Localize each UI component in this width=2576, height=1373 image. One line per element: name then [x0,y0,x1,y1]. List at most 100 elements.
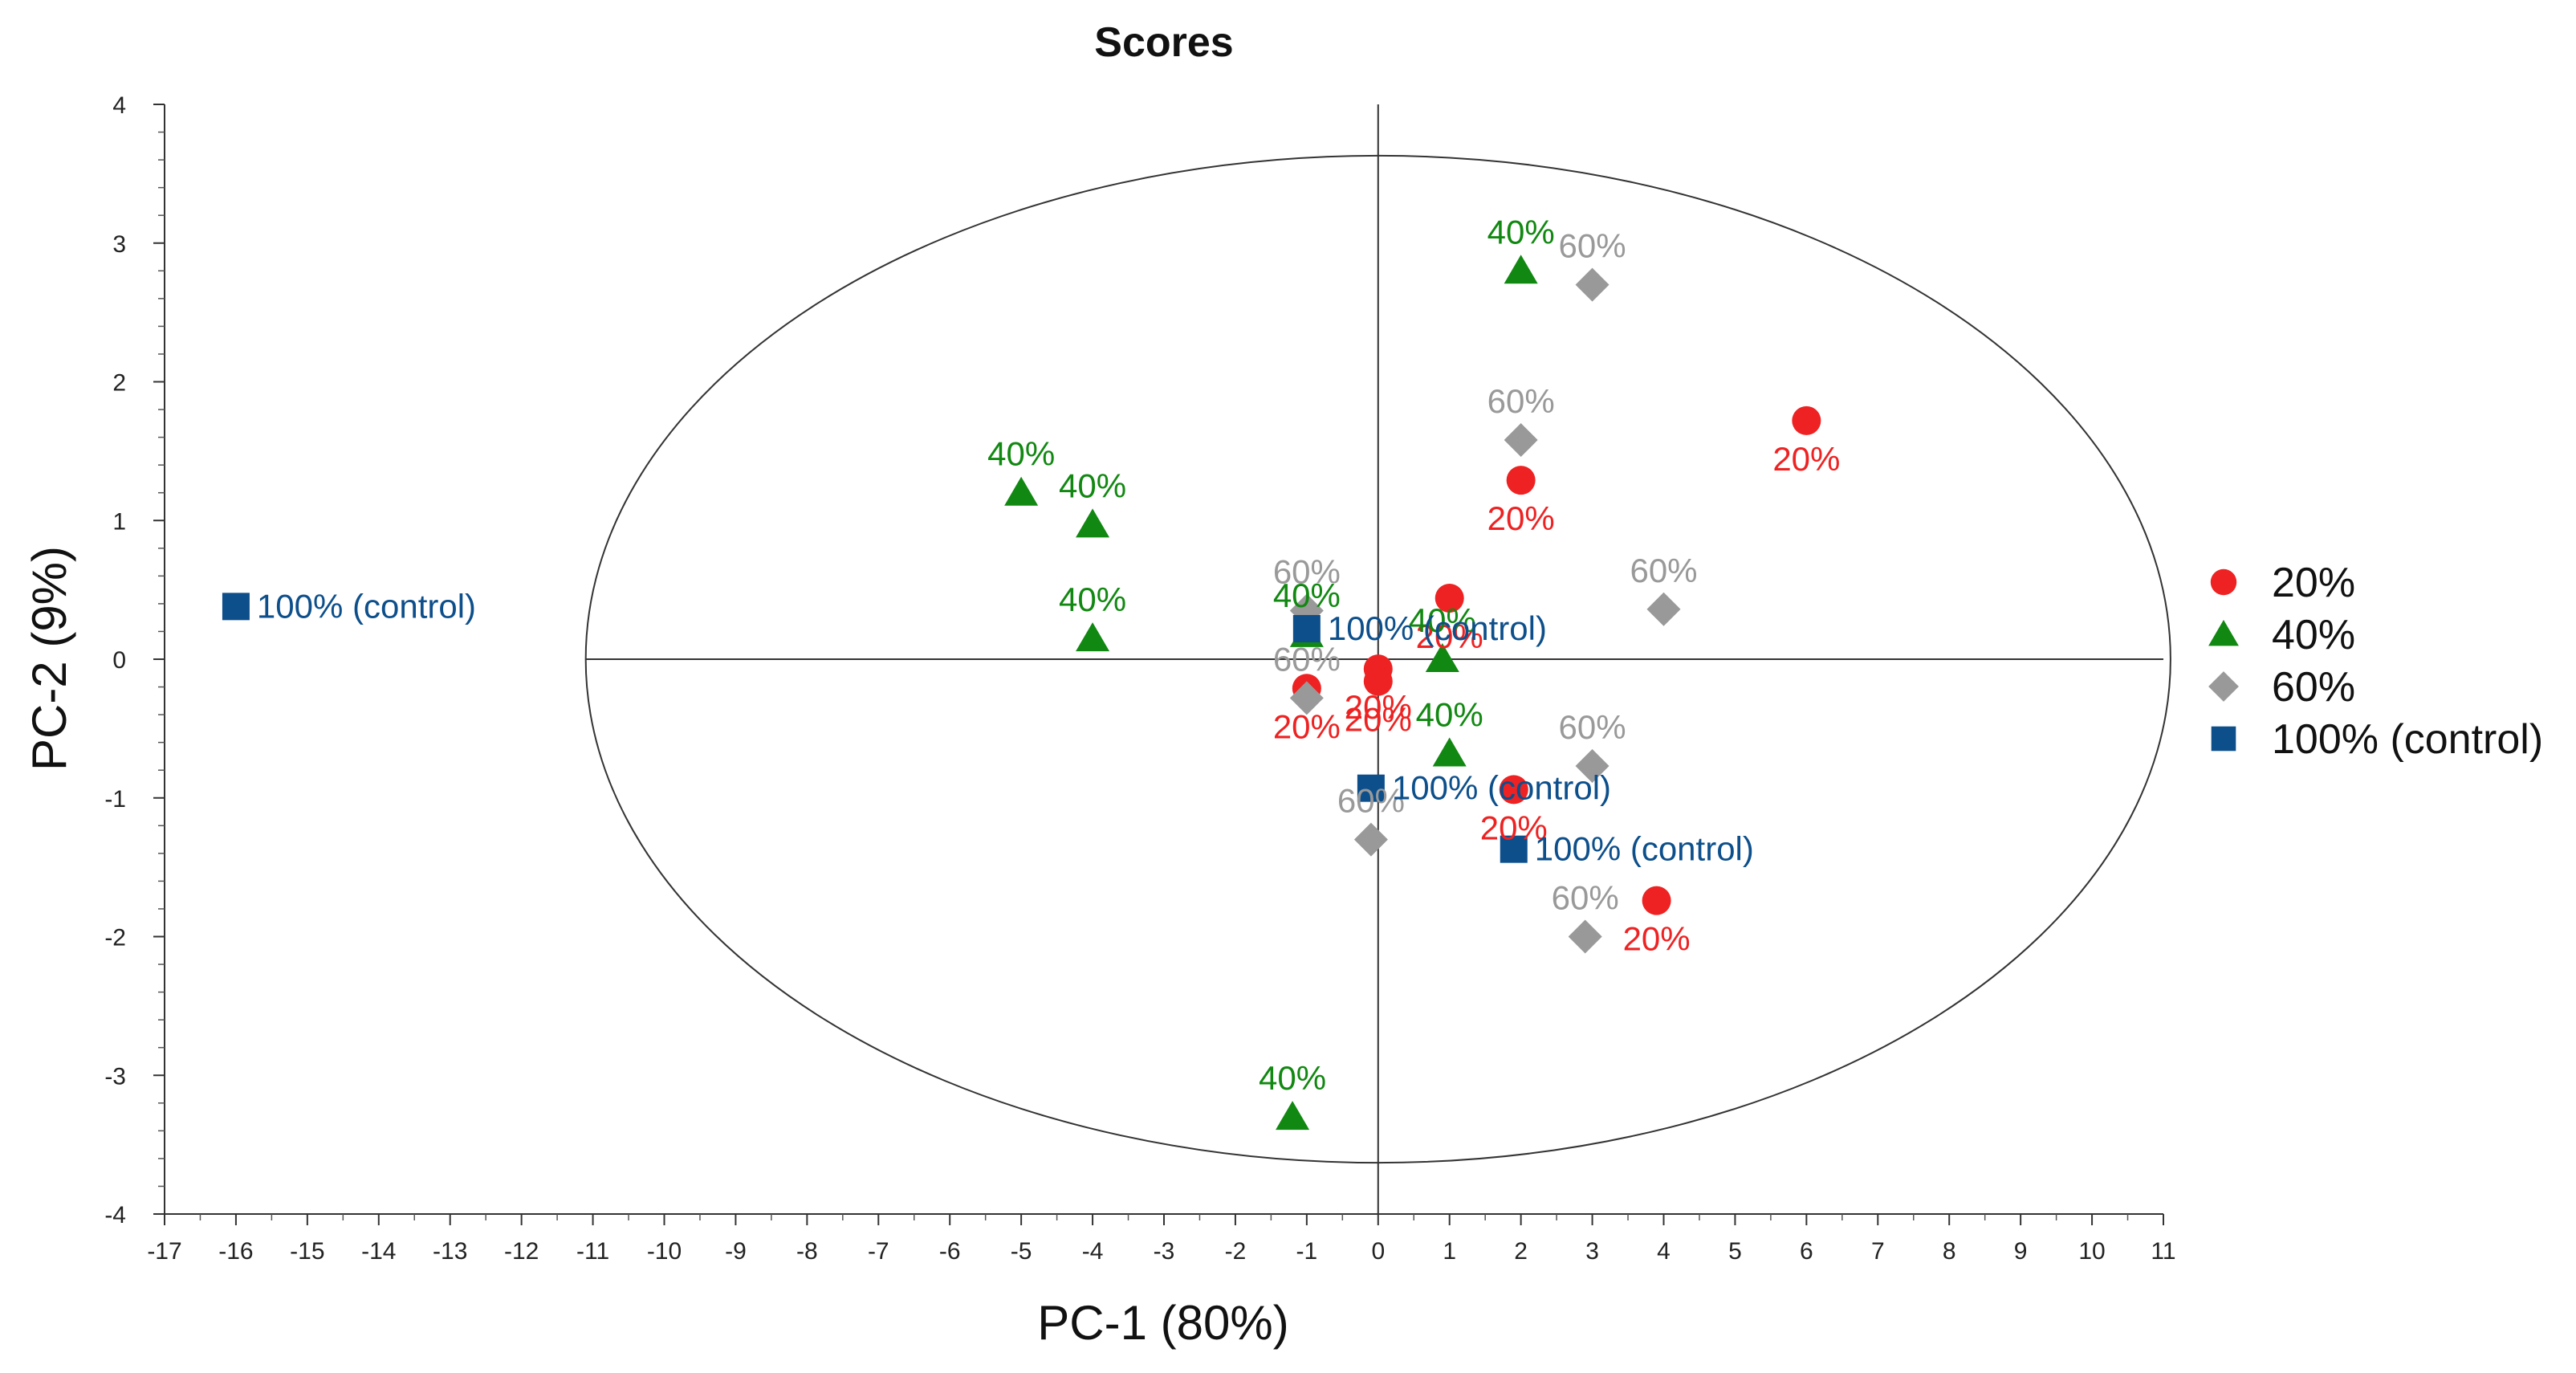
point-label-40: 40% [1059,466,1126,504]
legend-label-40: 40% [2272,612,2355,658]
x-tick-label: -1 [1296,1238,1318,1265]
data-points [222,255,1821,1131]
x-tick-label: 11 [2151,1238,2175,1265]
point-60 [1504,423,1538,458]
x-tick-label: -15 [290,1238,324,1265]
point-label-20: 20% [1345,701,1412,739]
point-20 [1435,583,1464,613]
point-40 [1276,1101,1310,1131]
point-labels: 20%20%20%20%20%20%20%20%40%40%40%40% 40%4… [257,213,1840,1097]
point-label-60: 60% [1630,552,1697,589]
x-tick-label: -6 [939,1238,961,1265]
y-tick-label: 2 [112,370,126,397]
x-tick-label: 4 [1657,1238,1671,1265]
point-100-control [1500,835,1528,863]
x-tick-label: 7 [1871,1238,1885,1265]
point-label-40: 40% [1409,601,1476,639]
point-label-20: 20% [1772,440,1840,478]
x-axis-ticks: -17 -1 6 -15 -14 -13 -12 -11 -10 -9 -8 -7 -6 -5 -4 -3 -2… [147,1214,2176,1265]
point-60 [1575,749,1609,784]
point-100-control [222,593,250,621]
point-label-40: 40% [1273,576,1341,614]
x-tick-label: 9 [2014,1238,2028,1265]
point-60 [1353,822,1388,857]
x-tick-label: -10 [647,1238,682,1265]
point-label-40: 40% [987,435,1055,473]
point-label-60: 60% [1552,879,1619,917]
point-label-100-control: 100% (control) [1328,609,1547,647]
y-tick-label: -3 [104,1063,126,1090]
legend-label-100-control: 100% (control) [2272,716,2543,763]
point-60 [1646,592,1681,626]
x-tick-label: -5 [1011,1238,1032,1265]
point-40 [1076,622,1110,652]
point-20 [1792,405,1821,435]
point-label-40: 40% [1487,213,1555,251]
x-tick-label: 10 [2078,1238,2105,1265]
point-label-60: 60% [1559,227,1626,265]
x-tick-label: 3 [1585,1238,1599,1265]
y-tick-label: 1 [112,508,126,535]
y-axis-ticks: -4 -3 -2 -1 0 1 2 3 4 [104,92,165,1228]
legend-marker-60 [2208,671,2239,702]
legend-marker-40 [2208,620,2239,646]
point-label-20: 20% [1487,499,1555,537]
point-label-40: 40% [1059,581,1126,618]
point-20 [1642,886,1671,915]
x-tick-label: -9 [725,1238,747,1265]
point-label-60: 60% [1487,382,1555,420]
y-tick-label: -4 [104,1202,126,1228]
point-40 [1425,643,1459,672]
point-label-20: 20% [1416,617,1483,655]
point-40 [1004,476,1039,506]
point-40 [1076,508,1110,538]
point-60 [1289,681,1324,715]
point-label-60: 60% [1337,782,1405,820]
point-label-20: 20% [1480,809,1548,846]
point-100-control [1357,774,1385,802]
point-label-20: 20% [1273,707,1341,745]
x-tick-label: -14 [361,1238,396,1265]
point-20 [1506,466,1536,495]
x-tick-label: -7 [868,1238,889,1265]
point-100-control [1292,614,1321,642]
x-tick-label: 6 [1800,1238,1813,1265]
x-tick-label: 2 [1514,1238,1528,1265]
point-label-20: 20% [1623,920,1691,958]
point-label-40: 40% [1416,695,1483,733]
x-tick-label: -4 [1082,1238,1104,1265]
x-tick-label: -13 [433,1238,467,1265]
y-tick-label: 4 [112,92,126,119]
y-tick-label: 3 [112,231,126,258]
point-60 [1568,919,1602,954]
y-tick-label: -1 [104,786,126,813]
x-tick-label: 1 [1443,1238,1456,1265]
x-tick-label: -12 [504,1238,539,1265]
x-tick-label: 8 [1943,1238,1956,1265]
x-tick-label: -11 [576,1238,609,1265]
legend-label-20: 20% [2272,560,2355,606]
point-40 [1432,737,1467,767]
x-tick-label: 0 [1371,1238,1385,1265]
point-label-60: 60% [1273,640,1341,678]
x-tick-label: -8 [796,1238,818,1265]
point-label-60: 60% [1559,708,1626,746]
x-tick-label: -2 [1225,1238,1247,1265]
x-tick-label: -3 [1154,1238,1175,1265]
point-40 [1504,255,1538,284]
legend-marker-100-control [2211,726,2236,752]
y-tick-label: 0 [112,647,126,674]
x-tick-label: -17 [147,1238,181,1265]
point-label-100-control: 100% (control) [257,587,476,625]
y-axis-title: PC-2 (9%) [22,546,76,771]
point-label-40: 40% [1259,1059,1326,1097]
point-20 [1363,666,1393,696]
x-tick-label: 5 [1728,1238,1742,1265]
point-label-60: 60% [1273,553,1341,591]
point-60 [1575,267,1609,302]
point-label-20: 20% [1345,688,1412,726]
x-axis-title: PC-1 (80%) [1037,1296,1288,1350]
point-20 [1499,775,1528,805]
